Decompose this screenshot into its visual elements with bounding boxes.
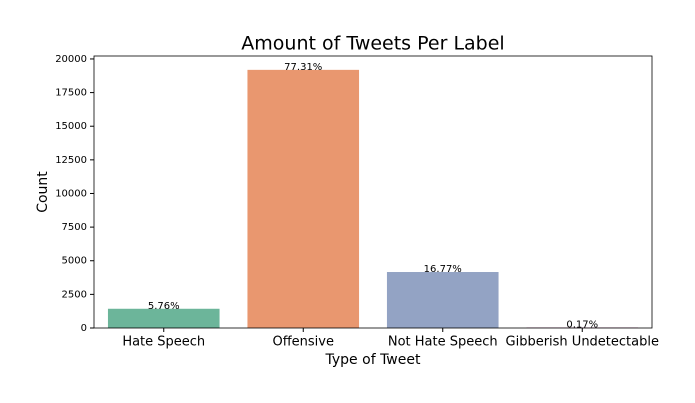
bar-label: 16.77% [424, 264, 462, 275]
y-tick-label: 2500 [62, 289, 87, 300]
bar [386, 272, 499, 328]
x-tick-label: Gibberish Undetectable [506, 335, 659, 350]
plot-frame [93, 55, 653, 329]
y-tick-label: 7500 [62, 222, 87, 233]
bar-label: 0.17% [566, 319, 598, 330]
y-tick-label: 5000 [62, 256, 87, 267]
x-tick-label: Not Hate Speech [388, 335, 498, 350]
y-tick-label: 12500 [55, 155, 87, 166]
y-axis-label: Count [35, 171, 51, 213]
x-axis-label: Type of Tweet [325, 352, 421, 368]
y-tick-label: 17500 [55, 88, 87, 99]
chart-title: Amount of Tweets Per Label [241, 33, 504, 55]
bar-label: 77.31% [284, 62, 322, 73]
bar [107, 308, 220, 328]
y-tick-label: 10000 [55, 188, 87, 199]
bar [247, 69, 360, 328]
y-tick-label: 20000 [55, 54, 87, 65]
x-tick-label: Hate Speech [122, 335, 205, 350]
bar-label: 5.76% [148, 301, 180, 312]
y-tick-label: 15000 [55, 121, 87, 132]
x-tick-label: Offensive [272, 335, 334, 350]
y-tick-label: 0 [81, 323, 87, 334]
